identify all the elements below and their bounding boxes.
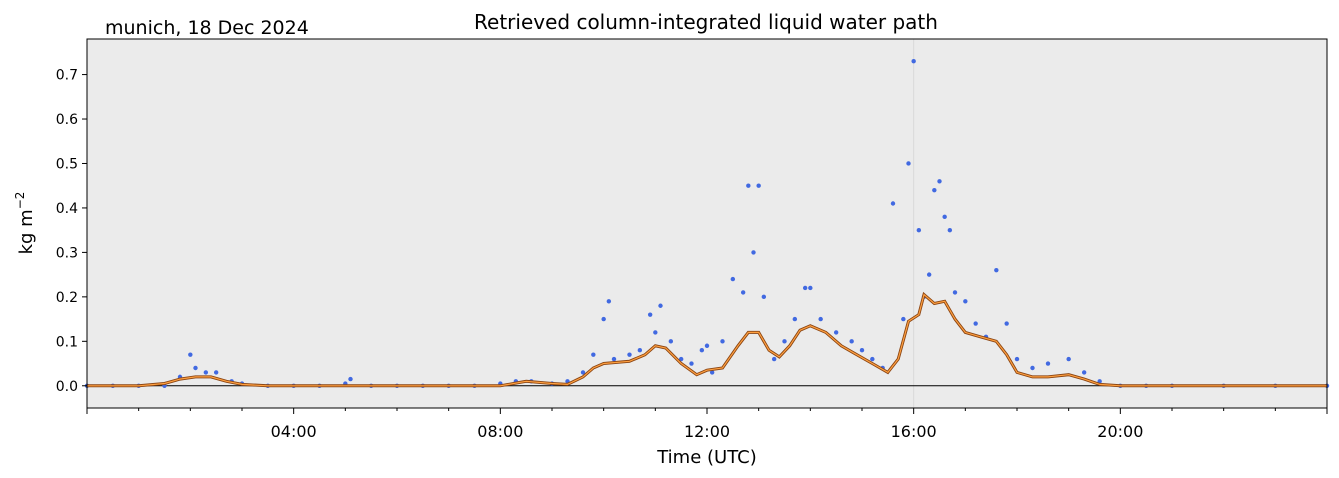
data-point [653,330,658,335]
data-point [213,370,219,375]
data-point [611,356,617,362]
data-point [973,321,978,326]
data-point [647,312,653,317]
data-point [580,370,586,375]
data-point [637,348,643,353]
data-point [1014,356,1020,362]
plot-area [87,39,1327,408]
data-point [818,316,823,322]
data-point [1097,379,1102,384]
data-point [1066,356,1071,362]
x-tick-label: 08:00 [477,422,523,441]
data-point [926,272,932,277]
y-tick-label: 0.4 [56,201,78,217]
data-point [761,294,767,300]
data-point [746,183,751,188]
y-tick-label: 0.6 [56,112,78,128]
data-point [937,179,942,184]
data-point [901,316,906,322]
data-point [704,343,710,348]
data-point [870,356,875,362]
data-point [782,339,787,344]
y-tick-label: 0.1 [56,334,78,350]
chart-title: Retrieved column-integrated liquid water… [474,10,938,34]
data-point [720,339,725,344]
x-axis-ticks: 04:00 08:00 12:00 16:00 20:00 [86,408,1328,441]
data-point [792,316,798,322]
y-axis-label-exponent: −2 [13,192,27,210]
data-point [188,352,193,357]
x-tick-label: 04:00 [271,422,317,441]
y-axis-label: kg m−2 [13,192,37,255]
data-point [771,356,777,362]
data-point [1081,370,1087,375]
smooth-series [87,291,1327,388]
y-axis-ticks: 0.0 0.1 0.2 0.3 0.4 0.5 0.6 0.7 [56,68,87,395]
data-point [668,339,674,344]
data-point [1030,365,1035,371]
data-point [740,290,746,295]
data-point [890,201,896,206]
data-point [658,303,663,308]
data-point [606,299,612,304]
data-point [916,227,922,233]
x-tick-label: 20:00 [1097,422,1143,441]
data-point [932,187,937,193]
data-point [942,214,947,220]
data-point [952,290,958,295]
x-axis-label: Time (UTC) [656,447,757,468]
data-point [699,348,705,353]
data-point [994,267,999,273]
y-tick-label: 0.7 [56,68,78,84]
y-tick-label: 0.3 [56,245,78,261]
data-point [601,316,606,322]
smooth-line [87,293,1327,387]
data-point [963,299,968,304]
data-point [906,161,911,166]
data-point [709,370,715,375]
data-point [730,276,736,282]
x-tick-label: 16:00 [891,422,937,441]
data-point [808,285,813,291]
data-point [859,348,865,353]
y-tick-label: 0.2 [56,290,78,306]
y-axis-label-base: kg m [16,209,37,254]
y-tick-label: 0.5 [56,156,78,172]
y-tick-label: 0.0 [56,379,78,395]
x-tick-label: 12:00 [684,422,730,441]
data-point [1004,321,1009,326]
data-point [911,59,916,64]
data-point [591,352,596,357]
data-point [1045,361,1051,366]
data-point [678,356,684,362]
data-point [203,370,209,375]
data-point [627,352,632,357]
location-date-label: munich, 18 Dec 2024 [105,17,309,39]
data-point [193,365,198,371]
data-point [947,227,953,233]
data-point [849,339,854,344]
data-point [833,330,839,335]
data-point [756,183,761,188]
data-point [348,376,353,382]
data-point [689,361,694,366]
data-point [751,250,756,255]
data-point [802,285,808,291]
